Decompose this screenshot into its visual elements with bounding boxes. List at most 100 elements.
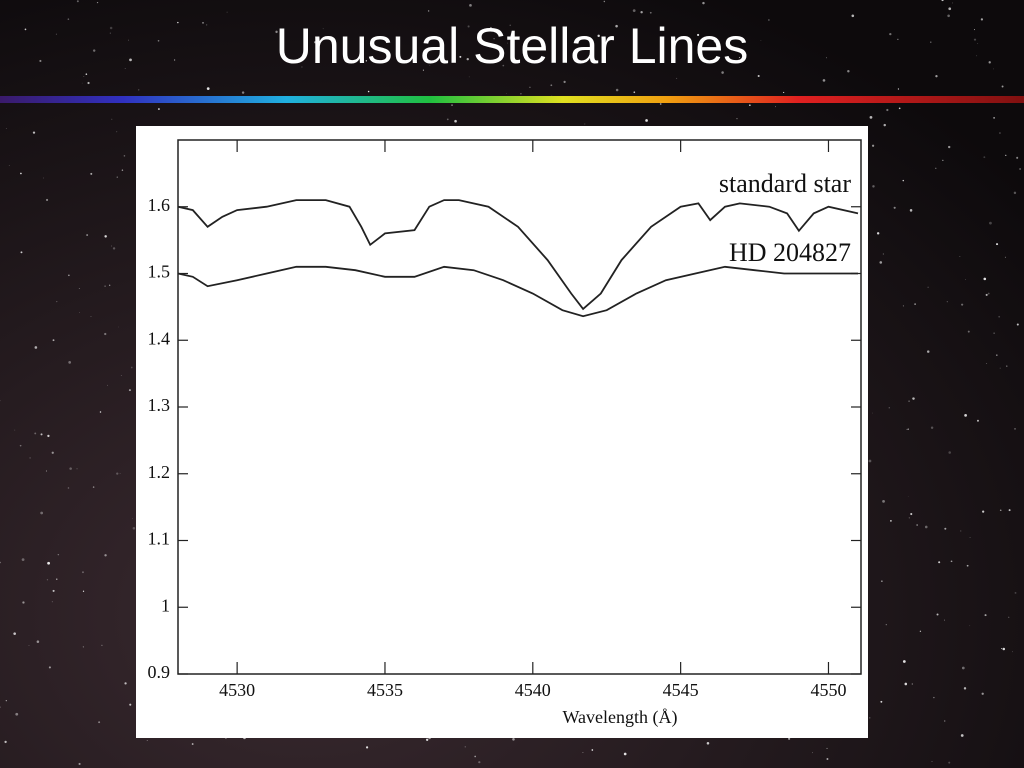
star <box>890 520 892 522</box>
star <box>986 363 988 365</box>
star <box>812 752 813 754</box>
star <box>825 57 828 59</box>
star <box>529 86 531 88</box>
star <box>889 32 892 36</box>
x-tick-label: 4530 <box>219 680 255 700</box>
star <box>1008 509 1011 512</box>
star <box>82 571 84 574</box>
star <box>947 14 950 18</box>
star <box>365 746 369 749</box>
star <box>67 18 70 20</box>
star <box>993 116 995 119</box>
star <box>999 367 1001 369</box>
star <box>984 614 987 617</box>
star <box>550 84 553 87</box>
star <box>999 132 1001 134</box>
y-tick-label: 1.3 <box>148 395 171 415</box>
star <box>226 11 228 13</box>
star <box>82 646 85 648</box>
star <box>603 0 606 3</box>
star <box>912 397 915 400</box>
star <box>950 560 953 563</box>
star <box>967 330 970 333</box>
star <box>301 66 303 68</box>
star <box>116 472 119 475</box>
star <box>1001 85 1004 88</box>
star <box>902 179 904 182</box>
star <box>584 123 586 125</box>
star <box>944 527 947 530</box>
star <box>966 564 969 567</box>
star <box>826 747 828 749</box>
star <box>157 39 160 42</box>
star <box>109 284 111 286</box>
star <box>919 630 922 633</box>
x-tick-label: 4550 <box>810 680 846 700</box>
star <box>1005 154 1007 156</box>
star <box>749 104 751 107</box>
star <box>1016 156 1019 159</box>
star <box>969 625 971 627</box>
star <box>206 87 210 91</box>
star <box>478 761 481 764</box>
star <box>68 361 72 364</box>
star <box>902 305 904 307</box>
star <box>365 60 368 62</box>
star <box>469 4 472 7</box>
star <box>99 411 102 413</box>
star <box>110 245 113 247</box>
star <box>78 762 81 766</box>
star <box>128 389 131 392</box>
star <box>116 131 118 133</box>
star <box>111 118 113 120</box>
star <box>101 644 103 646</box>
star <box>429 64 431 66</box>
star <box>897 88 900 90</box>
star <box>906 428 908 430</box>
star <box>944 720 946 722</box>
star <box>104 285 106 287</box>
x-tick-label: 4540 <box>515 680 551 700</box>
star <box>92 49 96 52</box>
star <box>826 758 829 760</box>
star <box>659 103 662 105</box>
star <box>941 0 944 2</box>
star <box>87 81 90 85</box>
star <box>909 209 913 212</box>
star <box>961 666 965 670</box>
star <box>983 156 986 159</box>
star <box>883 123 886 127</box>
star <box>996 243 999 246</box>
star <box>157 108 160 111</box>
star <box>1002 647 1006 651</box>
star <box>977 42 979 44</box>
star <box>505 93 507 95</box>
star <box>871 144 875 147</box>
plot: 0.9 1 1.1 1.2 1.3 1.4 1.5 1.6 4530 4535 4540 4545 45… <box>148 140 861 728</box>
star <box>489 26 492 29</box>
spectrum-bar <box>0 96 1024 103</box>
star <box>916 524 918 526</box>
star <box>47 561 51 565</box>
star <box>623 752 627 756</box>
star <box>996 354 998 356</box>
star <box>21 558 25 562</box>
star <box>1019 167 1022 170</box>
star <box>20 251 23 254</box>
star <box>948 451 951 454</box>
star <box>965 279 966 281</box>
star <box>908 517 910 519</box>
star <box>933 696 935 699</box>
star <box>897 38 899 40</box>
star <box>713 40 716 43</box>
star <box>885 624 887 626</box>
star <box>987 292 990 295</box>
star <box>563 80 566 84</box>
star <box>615 24 618 28</box>
star <box>46 579 49 581</box>
star <box>146 739 148 741</box>
star <box>0 706 1 708</box>
star <box>738 56 740 58</box>
star <box>76 0 79 3</box>
